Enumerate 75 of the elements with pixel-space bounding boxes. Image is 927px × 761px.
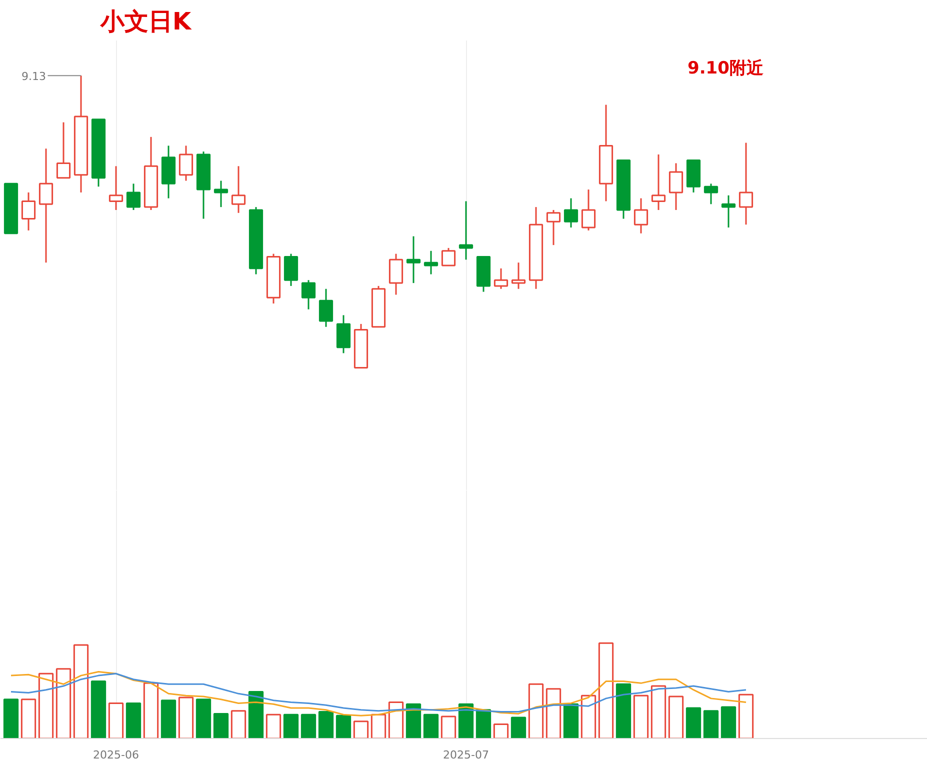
candlestick bbox=[634, 198, 648, 234]
chart-title: 小文日K bbox=[100, 8, 192, 36]
bar bbox=[196, 698, 212, 738]
bar bbox=[493, 723, 509, 738]
bar bbox=[230, 710, 246, 738]
candlestick bbox=[301, 279, 316, 310]
candlestick bbox=[651, 154, 666, 211]
candlestick bbox=[494, 268, 508, 290]
bar bbox=[633, 694, 649, 738]
candlestick bbox=[458, 200, 474, 260]
candlestick bbox=[511, 262, 526, 290]
candlestick bbox=[126, 182, 141, 211]
bar bbox=[178, 696, 194, 738]
candlestick bbox=[668, 162, 684, 211]
bar bbox=[546, 688, 562, 738]
annotation: 9.10附近 bbox=[688, 58, 764, 78]
candlestick bbox=[231, 165, 246, 214]
bar bbox=[283, 714, 299, 738]
bar bbox=[528, 683, 544, 738]
candlestick bbox=[318, 288, 334, 328]
bar bbox=[510, 716, 526, 738]
bar bbox=[353, 720, 369, 738]
candlestick bbox=[721, 194, 736, 228]
bar bbox=[563, 703, 579, 738]
candlestick bbox=[214, 180, 228, 208]
bar bbox=[3, 698, 19, 738]
bar bbox=[143, 682, 159, 738]
candlestick bbox=[581, 188, 596, 232]
candlestick bbox=[284, 253, 298, 287]
bar bbox=[213, 712, 229, 738]
candlestick bbox=[21, 192, 36, 232]
bar bbox=[650, 685, 666, 738]
bar bbox=[126, 702, 142, 738]
bar bbox=[668, 696, 684, 738]
candlestick bbox=[38, 148, 54, 264]
candlestick bbox=[406, 236, 421, 284]
candlestick bbox=[178, 144, 194, 182]
annotation: 9.13 bbox=[22, 70, 46, 84]
bar bbox=[686, 707, 702, 738]
bar bbox=[160, 700, 176, 738]
bar bbox=[318, 711, 334, 738]
bar bbox=[720, 706, 736, 738]
bar bbox=[738, 694, 754, 738]
candlestick bbox=[56, 122, 71, 179]
bar bbox=[108, 702, 124, 738]
bar bbox=[336, 714, 352, 738]
bar bbox=[703, 710, 719, 738]
bar bbox=[248, 691, 264, 738]
bar bbox=[370, 714, 386, 738]
candlestick bbox=[336, 314, 351, 354]
bar bbox=[73, 644, 89, 738]
bar bbox=[423, 714, 439, 738]
candlestick bbox=[564, 198, 578, 228]
candlestick bbox=[388, 253, 404, 296]
bar bbox=[406, 703, 422, 738]
candlestick bbox=[704, 182, 718, 205]
x-tick-label: 2025-06 bbox=[93, 748, 139, 761]
candlestick bbox=[546, 209, 561, 246]
bar bbox=[56, 668, 72, 738]
candlestick bbox=[738, 142, 754, 226]
bar bbox=[38, 672, 54, 738]
bar bbox=[476, 709, 492, 738]
bar bbox=[616, 683, 632, 738]
bar bbox=[580, 694, 596, 738]
bar bbox=[20, 698, 36, 738]
bar bbox=[440, 716, 456, 738]
candlestick bbox=[441, 247, 456, 266]
bar bbox=[266, 714, 282, 738]
candlestick bbox=[108, 165, 124, 211]
bar bbox=[300, 714, 316, 738]
bar bbox=[598, 642, 614, 738]
bar bbox=[90, 680, 106, 738]
bar bbox=[388, 702, 404, 738]
x-tick-label: 2025-07 bbox=[443, 748, 489, 761]
candlestick bbox=[424, 250, 438, 276]
